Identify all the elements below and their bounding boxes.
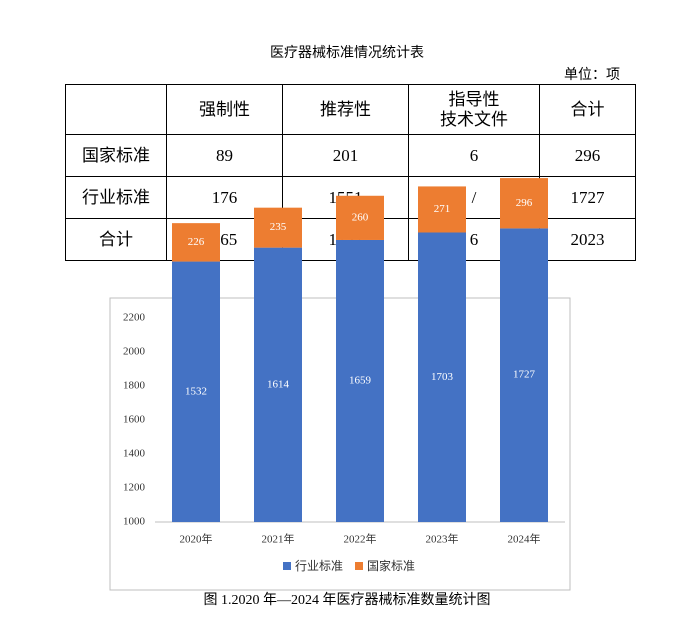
bar-segment (254, 247, 302, 522)
bar-segment (336, 239, 384, 522)
value-cell: 2023 (539, 218, 636, 261)
y-tick-label: 2000 (123, 346, 146, 358)
data-label: 1532 (185, 385, 207, 397)
x-tick-label: 2023年 (426, 532, 459, 546)
legend-swatch (355, 562, 363, 570)
y-tick-label: 1400 (123, 448, 146, 460)
x-tick-label: 2021年 (262, 532, 295, 546)
value-cell: 201 (282, 134, 409, 177)
data-label: 260 (352, 211, 369, 223)
chart-caption: 图 1.2020 年—2024 年医疗器械标准数量统计图 (204, 592, 491, 608)
y-tick-label: 1200 (123, 482, 146, 494)
table-row: 国家标准 89 201 6 296 (65, 134, 636, 177)
bar-segment (500, 178, 548, 229)
bar-segment (172, 261, 220, 522)
legend-label: 国家标准 (367, 558, 415, 573)
bar-segment (500, 228, 548, 522)
y-tick-label: 2200 (123, 312, 146, 324)
header-cell: 合计 (539, 84, 636, 135)
data-label: 296 (516, 197, 533, 209)
data-label: 1614 (267, 378, 290, 390)
corner-cell (65, 84, 167, 135)
data-label: 235 (270, 221, 287, 233)
data-label: 271 (434, 203, 451, 215)
value-cell: 89 (166, 134, 283, 177)
table-title: 医疗器械标准情况统计表 (270, 46, 424, 61)
row-label: 国家标准 (65, 134, 167, 177)
header-cell: 指导性 技术文件 (408, 84, 540, 135)
y-tick-label: 1800 (123, 380, 146, 392)
legend-swatch (283, 562, 291, 570)
y-tick-label: 1600 (123, 414, 146, 426)
bar-segment (254, 207, 302, 248)
header-row: 强制性 推荐性 指导性 技术文件 合计 (65, 84, 636, 135)
data-label: 226 (188, 236, 205, 248)
bar-segment (418, 232, 466, 523)
header-cell: 推荐性 (282, 84, 409, 135)
data-label: 1659 (349, 375, 372, 387)
x-tick-label: 2020年 (180, 532, 213, 546)
data-label: 1727 (513, 369, 536, 381)
value-cell: 296 (539, 134, 636, 177)
header-cell: 强制性 (166, 84, 283, 135)
row-label: 合计 (65, 218, 167, 261)
row-label: 行业标准 (65, 176, 167, 219)
unit-label: 单位：项 (564, 68, 620, 83)
x-tick-label: 2022年 (344, 532, 377, 546)
x-tick-label: 2024年 (508, 532, 541, 546)
bar-segment (336, 195, 384, 240)
bar-segment (418, 186, 466, 233)
data-label: 1703 (431, 371, 454, 383)
y-tick-label: 1000 (123, 516, 146, 528)
value-cell: 1727 (539, 176, 636, 219)
bar-segment (172, 223, 220, 262)
legend-label: 行业标准 (295, 559, 343, 573)
